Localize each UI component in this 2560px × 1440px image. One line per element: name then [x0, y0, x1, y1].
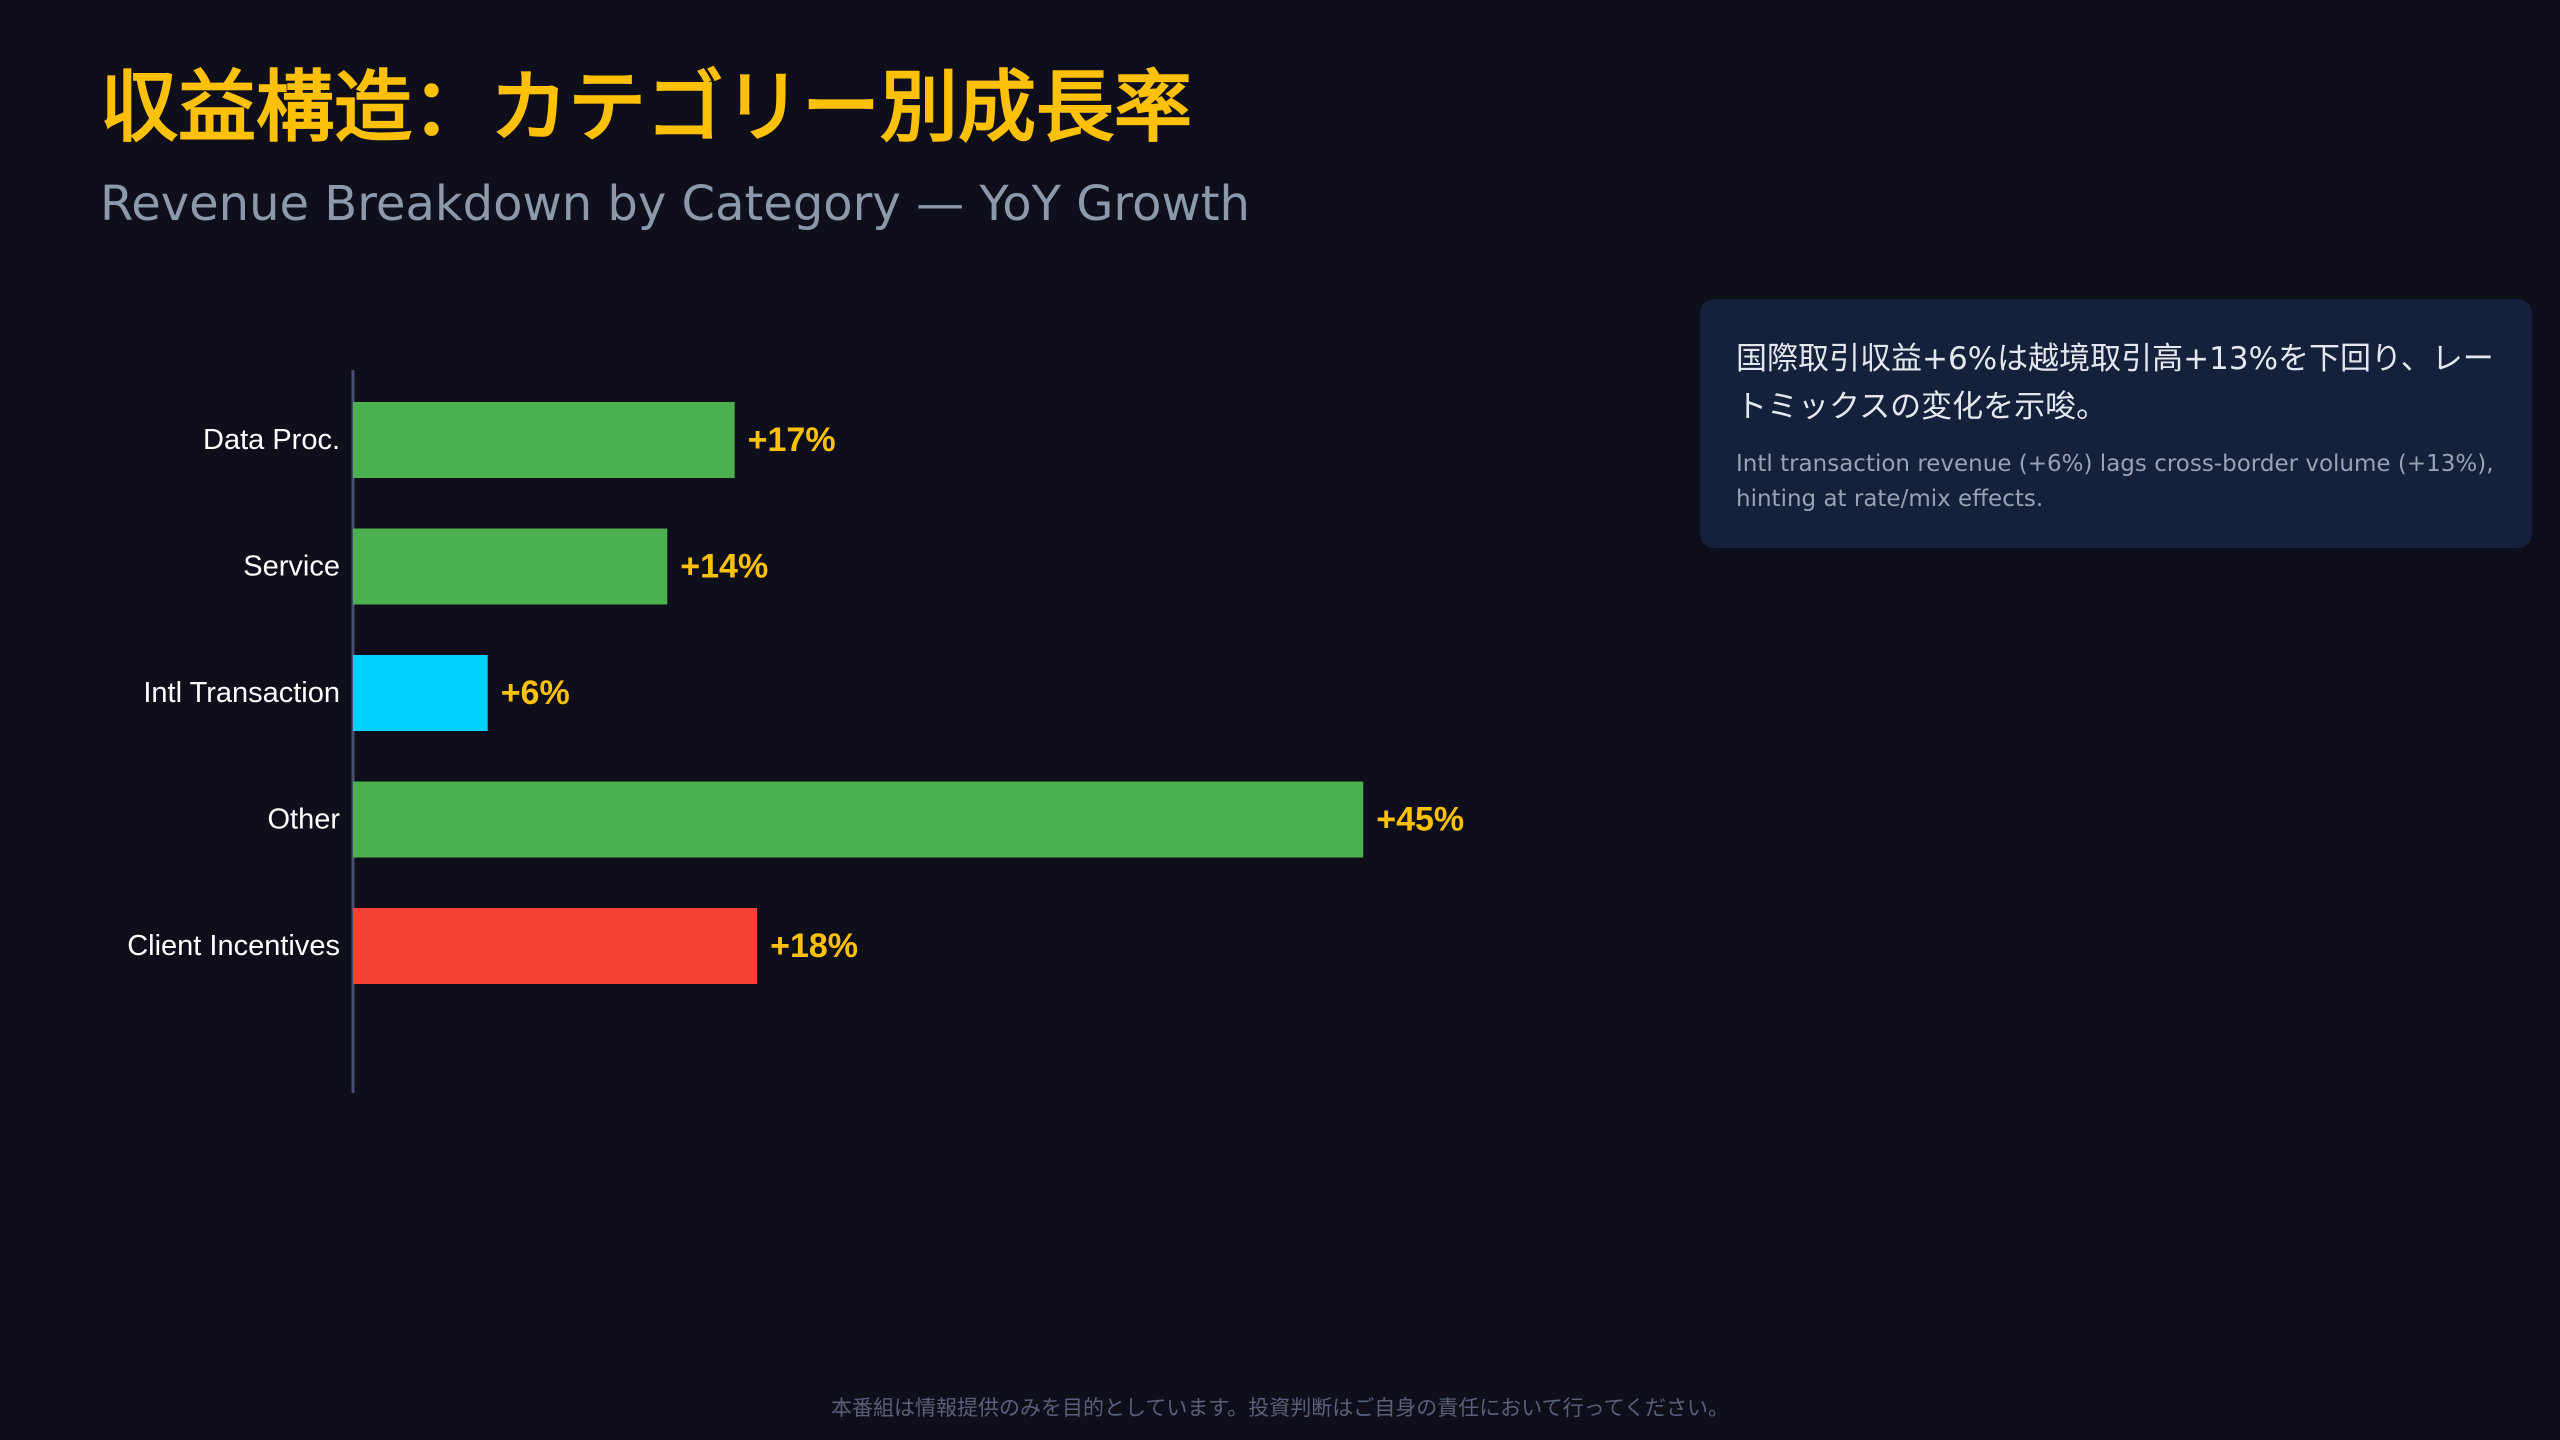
category-label: Client Incentives — [127, 930, 340, 962]
value-label: +18% — [770, 927, 858, 965]
category-label: Other — [267, 804, 340, 836]
value-label: +6% — [501, 674, 570, 712]
bar-2 — [353, 655, 488, 731]
value-label: +17% — [748, 421, 836, 459]
bar-0 — [353, 402, 735, 478]
insight-japanese-text: 国際取引収益+6%は越境取引高+13%を下回り、レートミックスの変化を示唆。 — [1736, 341, 2494, 425]
insight-english-text: Intl transaction revenue (+6%) lags cros… — [1736, 451, 2494, 512]
category-label: Data Proc. — [203, 424, 340, 456]
insight-card: 国際取引収益+6%は越境取引高+13%を下回り、レートミックスの変化を示唆。 I… — [1700, 299, 2532, 548]
category-label: Intl Transaction — [143, 677, 340, 709]
bar-1 — [353, 528, 668, 605]
page-subtitle: Revenue Breakdown by Category — YoY Grow… — [100, 176, 1250, 232]
bar-3 — [353, 781, 1364, 858]
value-label: +14% — [680, 548, 768, 586]
bar-4 — [353, 908, 758, 984]
disclaimer-footer: 本番組は情報提供のみを目的としています。投資判断はご自身の責任において行ってくだ… — [831, 1396, 1729, 1420]
category-label: Service — [243, 551, 340, 583]
value-label: +45% — [1376, 801, 1464, 839]
page-title: 収益構造：カテゴリー別成長率 — [100, 63, 1193, 153]
